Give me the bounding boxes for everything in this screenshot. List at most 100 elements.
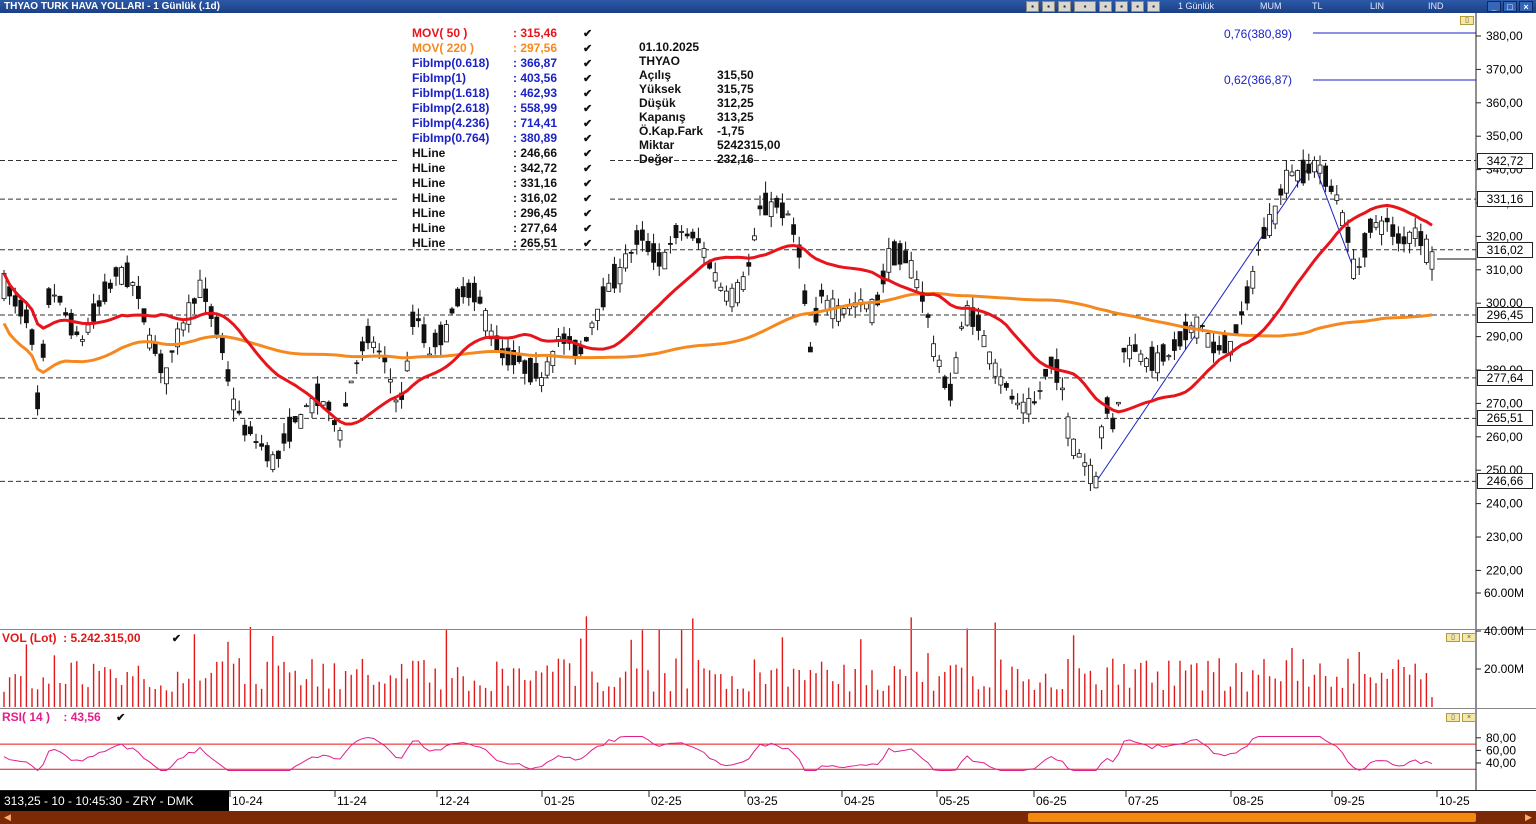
indicator-label[interactable]: IND: [1428, 1, 1444, 11]
candle-body: [1379, 220, 1384, 235]
legend-name: FibImp(0.618): [412, 56, 490, 70]
legend-check-icon[interactable]: ✔: [583, 88, 593, 100]
close-button[interactable]: ×: [1519, 1, 1533, 12]
candle-body: [281, 433, 287, 444]
candle-body: [303, 405, 309, 408]
toolbar-icon-2[interactable]: ▪: [1042, 1, 1055, 12]
price-panel-buttons: ▯: [1460, 16, 1474, 25]
rsi-check-icon[interactable]: ✔: [116, 712, 126, 724]
fib-label-062: 0,62(366,87): [1224, 73, 1293, 87]
legend-check-icon[interactable]: ✔: [583, 28, 593, 40]
period-label[interactable]: 1 Günlük: [1178, 1, 1215, 11]
candle-body: [813, 307, 819, 323]
chart-canvas[interactable]: 380,00370,00360,00350,00340,00330,00320,…: [0, 13, 1536, 811]
candle-body: [191, 298, 197, 304]
date-tick-label: 09-25: [1334, 794, 1365, 808]
candle-body: [897, 243, 903, 265]
volume-panel-resize-icon[interactable]: ▯: [1446, 633, 1460, 642]
currency-label[interactable]: TL: [1312, 1, 1323, 11]
scroll-right-icon[interactable]: ▶: [1525, 812, 1532, 822]
price-panel[interactable]: [0, 32, 1476, 491]
legend-check-icon[interactable]: ✔: [583, 148, 593, 160]
candle-body: [578, 346, 584, 355]
legend-check-icon[interactable]: ✔: [583, 238, 593, 250]
scroll-thumb[interactable]: [1028, 813, 1476, 822]
volume-panel-close-icon[interactable]: ×: [1462, 633, 1476, 642]
candle-body: [1239, 311, 1244, 316]
candle-body: [668, 243, 673, 245]
candle-body: [1155, 352, 1160, 374]
toolbar-icon-7[interactable]: ▪: [1131, 1, 1144, 12]
candle-body: [130, 282, 136, 286]
candle-body: [925, 314, 931, 318]
candle-body: [892, 241, 897, 266]
candle-body: [1099, 426, 1104, 439]
minimize-button[interactable]: _: [1487, 1, 1501, 12]
info-row: Değer 232,16: [639, 152, 780, 166]
candle-body: [505, 347, 511, 366]
candle-body: [1110, 417, 1116, 430]
legend-check-icon[interactable]: ✔: [583, 118, 593, 130]
rsi-panel-close-icon[interactable]: ×: [1462, 713, 1476, 722]
candle-body: [253, 441, 259, 444]
date-tick-label: 06-25: [1036, 794, 1067, 808]
candle-body: [466, 282, 472, 298]
legend-check-icon[interactable]: ✔: [583, 103, 593, 115]
toolbar-icon-4[interactable]: ▪: [1074, 1, 1096, 12]
date-tick-label: 05-25: [939, 794, 970, 808]
volume-panel[interactable]: [3, 616, 1433, 707]
candle-body: [119, 267, 124, 285]
candle-body: [886, 248, 892, 273]
rsi-line: [3, 736, 1433, 772]
candle-body: [163, 367, 169, 385]
toolbar-icon-5[interactable]: ▪: [1099, 1, 1112, 12]
legend-check-icon[interactable]: ✔: [583, 73, 593, 85]
legend-check-icon[interactable]: ✔: [583, 133, 593, 145]
legend-name: HLine: [412, 206, 446, 220]
info-row: Kapanış 313,25: [639, 110, 780, 124]
rsi-panel-resize-icon[interactable]: ▯: [1446, 713, 1460, 722]
legend-check-icon[interactable]: ✔: [583, 223, 593, 235]
maximize-button[interactable]: □: [1503, 1, 1517, 12]
legend-value: : 331,16: [513, 176, 558, 190]
toolbar-icon-8[interactable]: ▪: [1147, 1, 1160, 12]
candle-body: [1351, 258, 1356, 279]
legend-name: HLine: [412, 236, 446, 250]
legend-check-icon[interactable]: ✔: [583, 58, 593, 70]
candle-body: [197, 279, 203, 298]
legend-check-icon[interactable]: ✔: [583, 208, 593, 220]
legend-check-icon[interactable]: ✔: [583, 178, 593, 190]
legend-row: HLine: 277,64 ✔: [412, 221, 592, 236]
candle-body: [1222, 334, 1228, 354]
toolbar-icon-1[interactable]: ▪: [1026, 1, 1039, 12]
mov220-line: [2, 291, 1433, 375]
toolbar-icons: ▪ ▪ ▪ ▪ ▪ ▪ ▪ ▪: [1026, 1, 1160, 12]
candle-body: [539, 377, 544, 387]
candle-body: [746, 262, 752, 267]
candle-body: [1312, 159, 1317, 173]
info-row: Ö.Kap.Fark -1,75: [639, 124, 780, 138]
candle-body: [231, 398, 237, 411]
rsi-panel[interactable]: [0, 736, 1476, 772]
legend-check-icon[interactable]: ✔: [583, 193, 593, 205]
scale-label[interactable]: LIN: [1370, 1, 1385, 11]
info-value: 312,25: [717, 96, 754, 110]
legend-value: : 366,87: [513, 56, 558, 70]
legend-check-icon[interactable]: ✔: [583, 163, 593, 175]
candle-body: [471, 282, 477, 303]
horizontal-scrollbar[interactable]: ◀ ▶: [0, 811, 1536, 824]
candle-body: [315, 383, 321, 406]
candle-body: [29, 329, 35, 345]
candle-body: [1009, 395, 1015, 400]
scroll-left-icon[interactable]: ◀: [4, 812, 11, 822]
volume-check-icon[interactable]: ✔: [171, 633, 182, 645]
chart-type-label[interactable]: MUM: [1260, 1, 1282, 11]
toolbar-icon-3[interactable]: ▪: [1058, 1, 1071, 12]
price-panel-resize-icon[interactable]: ▯: [1460, 16, 1474, 25]
toolbar-icon-6[interactable]: ▪: [1115, 1, 1128, 12]
legend-check-icon[interactable]: ✔: [583, 43, 593, 55]
price-tick-label: 320,00: [1486, 229, 1523, 243]
candle-body: [841, 308, 847, 315]
candle-body: [718, 286, 724, 291]
info-key: Miktar: [639, 138, 675, 152]
